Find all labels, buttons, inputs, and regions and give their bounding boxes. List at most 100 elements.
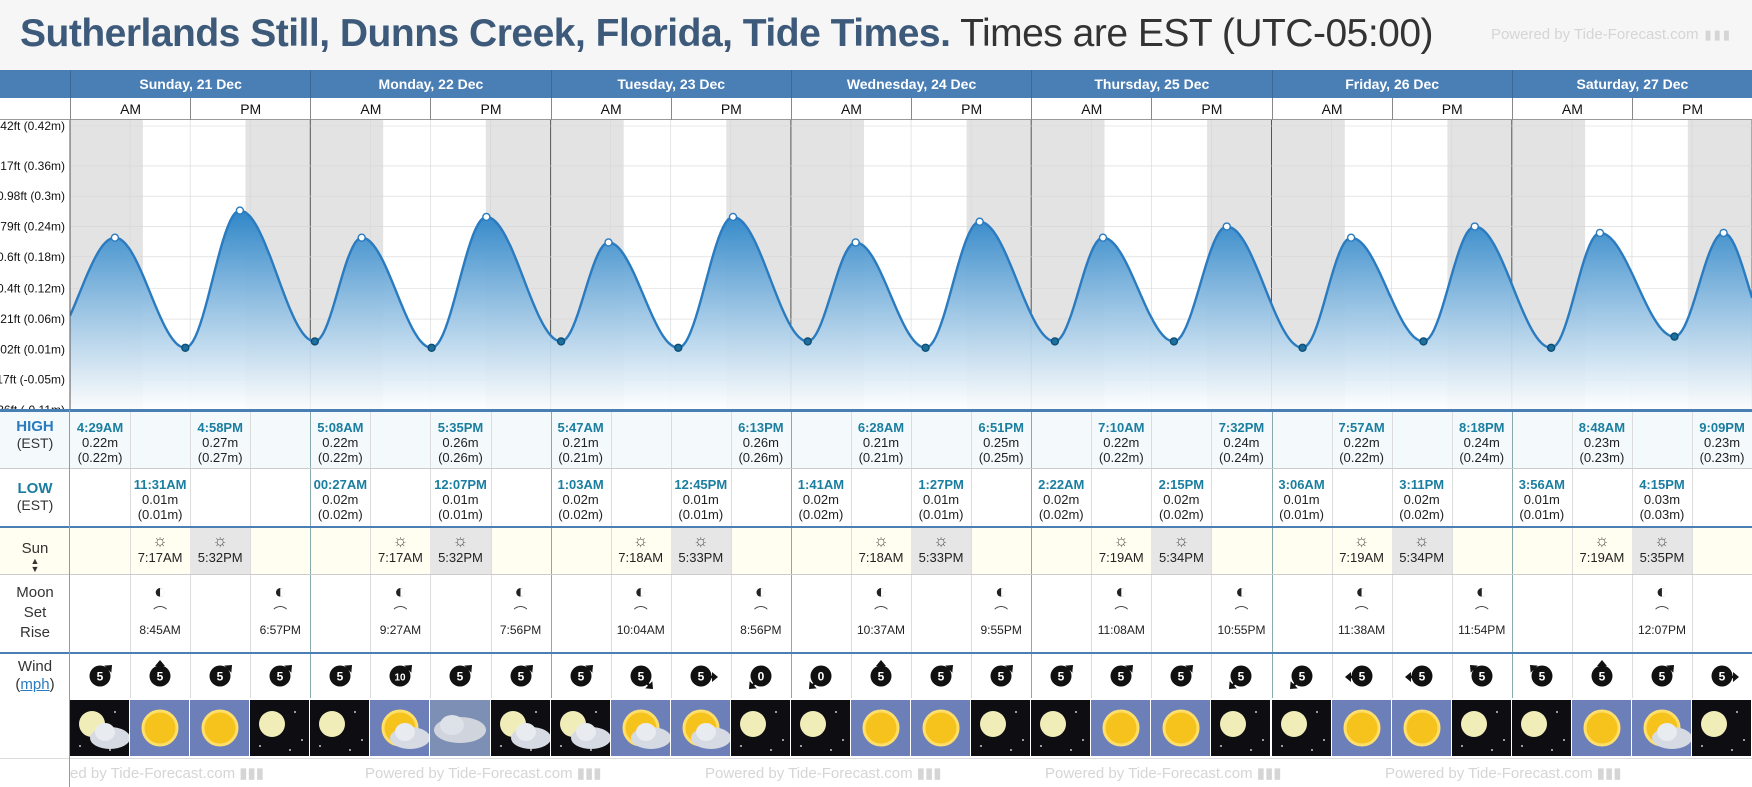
wind-arrow-head <box>808 681 817 690</box>
wind-cell: 10 <box>370 660 430 694</box>
wind-cell: 0 <box>791 660 851 694</box>
tide-time: 4:29AM <box>76 420 124 435</box>
moon-disc <box>739 711 766 737</box>
column-divider <box>850 575 852 653</box>
star <box>499 745 502 747</box>
sunrise-cell: ☼ 7:19AM <box>1091 532 1151 566</box>
wind-cell: 5 <box>1091 660 1151 694</box>
tide-height-alt: (0.23m) <box>1699 450 1745 465</box>
tide-time: 6:13PM <box>738 420 784 435</box>
sort-arrows-icon[interactable]: ▲ ▼ <box>30 556 40 574</box>
weather-cell <box>971 700 1031 756</box>
high-tide-entry: 5:35PM 0.26m (0.26m) <box>430 420 490 465</box>
sunset-icon: ☼ <box>452 531 469 550</box>
high-tide-point <box>728 212 738 222</box>
wind-arrow-head <box>104 664 113 673</box>
wind-arrow-icon: 5 <box>1651 664 1674 687</box>
column-divider <box>1271 654 1273 700</box>
tide-time: 7:10AM <box>1098 420 1145 435</box>
wind-cell: 5 <box>671 660 731 694</box>
sun-disc <box>1583 709 1621 747</box>
weather-night-clear-icon <box>1520 711 1565 751</box>
weather-cell <box>250 700 310 756</box>
wind-cell: 5 <box>611 660 671 694</box>
column-divider <box>1211 575 1213 653</box>
column-divider <box>1451 575 1453 653</box>
wind-cell: 0 <box>731 660 791 694</box>
wind-speed: 0 <box>818 670 825 684</box>
tide-height-alt: (0.03m) <box>1639 507 1685 522</box>
wind-arrow-head <box>1344 672 1351 682</box>
tide-height: 0.24m <box>1463 435 1500 450</box>
wind-arrow-head <box>1125 664 1134 673</box>
column-divider <box>250 528 252 576</box>
moon-phase-icon: ◐ <box>1655 581 1669 603</box>
wind-speed-badge <box>750 665 772 687</box>
wind-arrow-icon: 0 <box>748 665 772 690</box>
logo-icon: ▮▮▮ <box>1704 27 1732 43</box>
column-divider <box>670 575 672 653</box>
column-divider <box>730 412 732 470</box>
wind-speed: 5 <box>1599 670 1606 684</box>
moon-phase-icon: ◐ <box>1235 581 1248 603</box>
moon-time: 10:55PM <box>1217 623 1266 637</box>
column-divider <box>610 575 612 653</box>
sunset-time: 5:33PM <box>918 550 964 565</box>
weather-cell <box>790 700 850 756</box>
wind-arrow-head <box>945 664 954 673</box>
powered-by-footer: Powered by Tide-Forecast.com ▮▮▮ <box>705 765 942 782</box>
tide-height-alt: (0.01m) <box>678 507 724 522</box>
tide-height-alt: (0.22m) <box>77 450 123 465</box>
tide-height: 0.02m <box>322 492 359 507</box>
sun-disc <box>922 709 960 747</box>
column-divider <box>1271 412 1273 470</box>
tide-height: 0.01m <box>142 492 179 507</box>
weather-night-clear-icon <box>1040 711 1085 751</box>
moon-heading: Moon <box>16 584 54 601</box>
column-divider <box>790 575 792 653</box>
column-divider <box>130 412 132 470</box>
tide-time: 7:57AM <box>1338 420 1385 435</box>
sunset-icon: ☼ <box>1173 531 1190 550</box>
wind-speed: 5 <box>1478 670 1485 684</box>
weather-night-clear-icon <box>1701 711 1745 751</box>
high-tide-point <box>604 238 613 247</box>
column-divider <box>250 654 252 700</box>
sunset-cell: ☼ 5:32PM <box>190 528 251 576</box>
moon-label: Moon Set Rise <box>0 583 70 643</box>
tide-height-alt: (0.24m) <box>1459 450 1505 465</box>
left-column-border <box>0 410 70 787</box>
column-divider <box>730 469 732 527</box>
wind-arrow-icon: 5 <box>89 664 113 687</box>
wind-speed: 5 <box>1538 670 1545 684</box>
day-header: Saturday, 27 Dec <box>1511 70 1752 98</box>
column-divider <box>1151 575 1153 653</box>
moon-disc <box>1040 711 1067 737</box>
column-divider <box>790 654 792 700</box>
cloud-puff <box>635 723 656 741</box>
ampm-label: AM <box>1271 98 1392 120</box>
wind-speed: 5 <box>517 670 524 684</box>
wind-speed-badge <box>1411 665 1433 687</box>
column-divider <box>850 412 852 470</box>
day-header-row: Sunday, 21 Dec Monday, 22 Dec Tuesday, 23 … <box>0 70 1752 98</box>
ampm-label: PM <box>911 98 1031 120</box>
weather-cell <box>850 700 911 756</box>
column-divider <box>1451 528 1453 576</box>
low-tide-entry: 2:22AM 0.02m (0.02m) <box>1031 477 1091 522</box>
column-divider <box>1571 528 1573 576</box>
sunrise-cell: ☼ 7:19AM <box>1332 532 1392 566</box>
wind-cell: 5 <box>1211 660 1271 694</box>
column-divider <box>370 575 372 653</box>
star <box>1460 745 1463 747</box>
wind-arrow-head <box>1666 664 1674 673</box>
wind-speed-badge <box>1170 665 1192 687</box>
wind-speed: 5 <box>878 670 885 684</box>
wind-speed: 5 <box>157 670 164 684</box>
column-divider <box>1391 412 1393 470</box>
tide-height-alt: (0.02m) <box>317 507 363 522</box>
moon-event: ◐ ⌒ 9:55PM <box>971 581 1031 637</box>
wind-units-link[interactable]: mph <box>20 676 50 693</box>
sun-disc <box>1403 709 1441 747</box>
wind-speed: 5 <box>1358 670 1365 684</box>
